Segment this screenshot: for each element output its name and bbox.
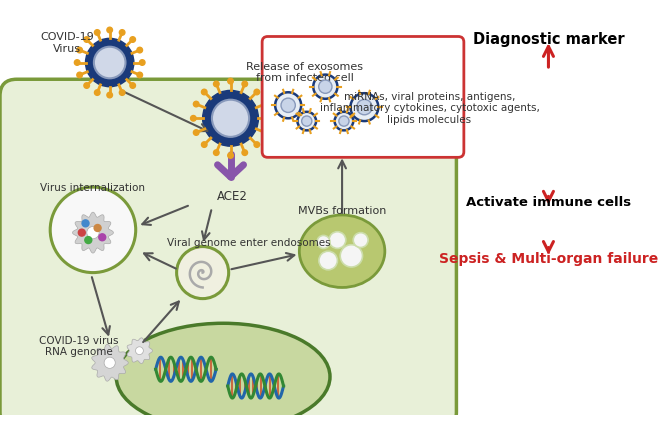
Circle shape [137, 73, 142, 79]
Circle shape [94, 31, 100, 36]
Circle shape [119, 91, 125, 96]
Circle shape [339, 117, 349, 127]
Circle shape [84, 237, 92, 245]
Circle shape [254, 90, 260, 95]
Circle shape [317, 236, 330, 249]
Circle shape [281, 99, 295, 113]
Circle shape [341, 245, 363, 267]
Circle shape [313, 75, 337, 99]
Text: COVID-19
Virus: COVID-19 Virus [40, 32, 94, 53]
Circle shape [357, 100, 372, 116]
Circle shape [227, 154, 233, 159]
Circle shape [242, 150, 248, 156]
Circle shape [212, 101, 249, 138]
Circle shape [262, 102, 268, 108]
Circle shape [87, 227, 99, 239]
Text: Release of exosomes
from infected cell: Release of exosomes from infected cell [246, 61, 363, 83]
Circle shape [213, 82, 219, 88]
Circle shape [177, 247, 229, 299]
Circle shape [242, 82, 248, 88]
Text: Sepsis & Multi-organ failure: Sepsis & Multi-organ failure [439, 252, 658, 266]
Ellipse shape [116, 323, 330, 430]
Circle shape [213, 150, 219, 156]
Text: MVBs formation: MVBs formation [298, 205, 386, 215]
Polygon shape [127, 338, 153, 364]
Text: Activate immune cells: Activate immune cells [466, 196, 631, 209]
Text: miRNAs, viral proteins, antigens,
inflammatory cytokines, cytotoxic agents,
lipi: miRNAs, viral proteins, antigens, inflam… [320, 91, 539, 124]
Circle shape [104, 357, 115, 369]
Circle shape [94, 48, 126, 79]
Circle shape [265, 116, 270, 122]
Circle shape [302, 117, 312, 127]
Circle shape [262, 130, 268, 136]
Circle shape [82, 220, 90, 228]
Circle shape [193, 130, 199, 136]
FancyBboxPatch shape [0, 80, 456, 429]
Circle shape [86, 39, 134, 87]
Text: Viral genome enter endosomes: Viral genome enter endosomes [167, 238, 331, 248]
Circle shape [94, 91, 100, 96]
Circle shape [203, 91, 258, 147]
Circle shape [130, 38, 136, 43]
Circle shape [130, 83, 136, 89]
Text: Diagnostic marker: Diagnostic marker [472, 32, 624, 47]
Circle shape [107, 93, 112, 98]
Circle shape [98, 233, 106, 242]
Circle shape [319, 252, 337, 270]
Circle shape [78, 229, 86, 237]
Circle shape [193, 102, 199, 108]
Circle shape [275, 93, 301, 119]
FancyBboxPatch shape [262, 37, 464, 158]
Circle shape [351, 94, 379, 122]
Circle shape [107, 28, 112, 34]
Circle shape [227, 79, 233, 85]
Ellipse shape [299, 215, 385, 288]
Circle shape [201, 90, 207, 95]
Circle shape [84, 38, 90, 43]
Text: COVID-19 virus
RNA genome: COVID-19 virus RNA genome [39, 335, 119, 356]
Text: Virus internalization: Virus internalization [40, 182, 145, 192]
Circle shape [94, 224, 102, 233]
Circle shape [353, 233, 368, 248]
Circle shape [77, 73, 82, 79]
Circle shape [77, 48, 82, 54]
Circle shape [334, 113, 353, 131]
Polygon shape [72, 213, 114, 253]
Circle shape [139, 61, 145, 66]
Circle shape [191, 116, 196, 122]
Circle shape [136, 347, 143, 355]
Circle shape [298, 113, 316, 131]
Circle shape [119, 31, 125, 36]
Circle shape [137, 48, 142, 54]
Circle shape [318, 81, 332, 94]
Circle shape [50, 187, 136, 273]
Circle shape [74, 61, 80, 66]
Circle shape [329, 232, 346, 249]
Text: ACE2: ACE2 [217, 190, 248, 203]
Circle shape [254, 142, 260, 148]
Circle shape [84, 83, 90, 89]
Polygon shape [92, 344, 128, 381]
Circle shape [201, 142, 207, 148]
